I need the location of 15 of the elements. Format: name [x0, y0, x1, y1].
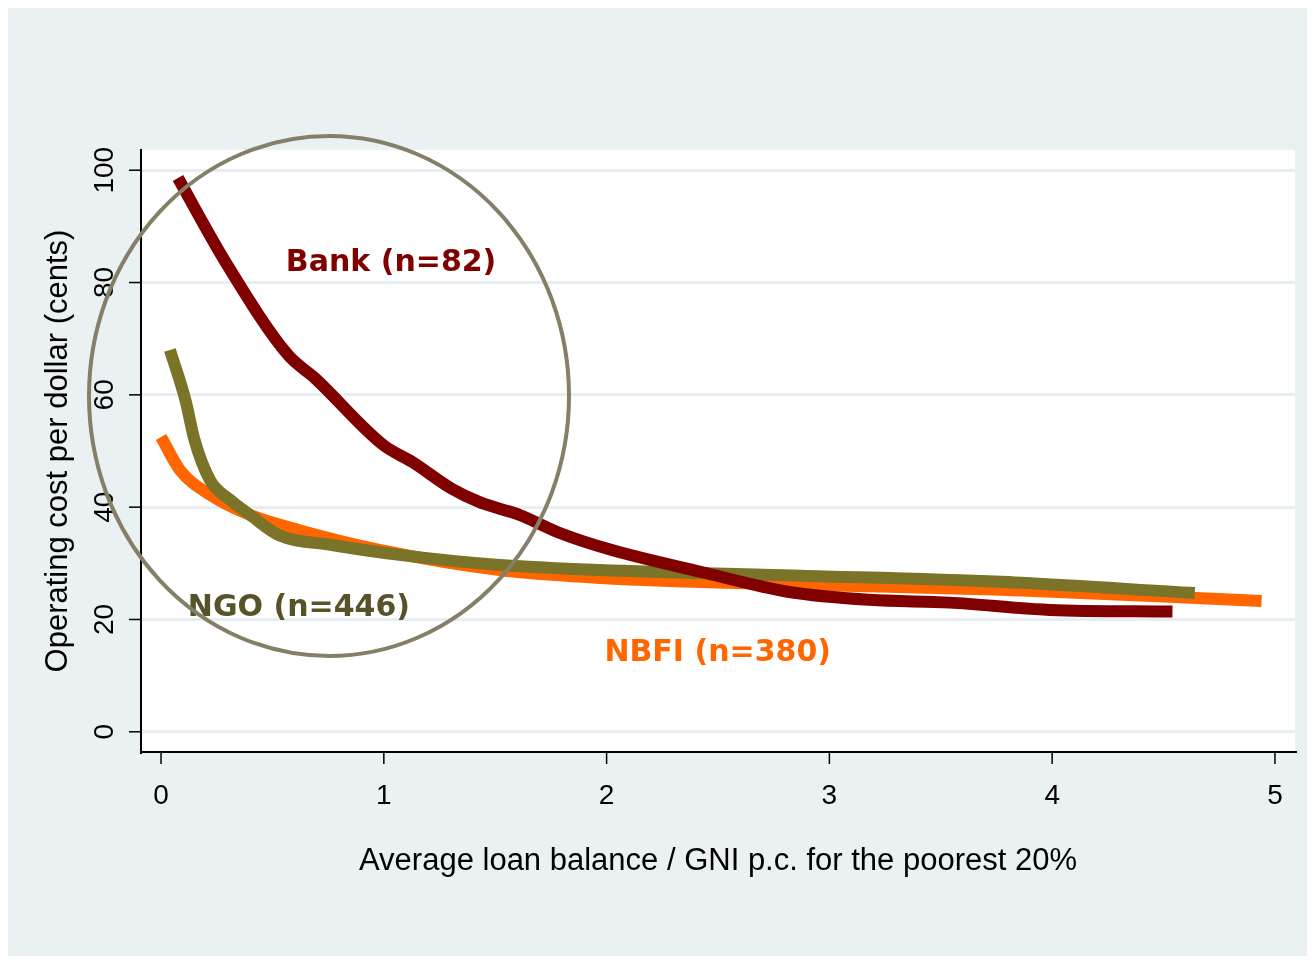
y-tick-label: 20	[87, 603, 119, 636]
x-tick-label: 2	[598, 778, 615, 810]
y-axis-title: Operating cost per dollar (cents)	[39, 229, 75, 673]
series-label: NBFI (n=380)	[604, 632, 832, 668]
x-tick-label: 5	[1267, 778, 1283, 810]
series-label: Bank (n=82)	[285, 242, 497, 278]
y-tick-label: 100	[87, 146, 119, 194]
y-tick-label: 0	[87, 723, 119, 740]
x-tick-label: 1	[376, 778, 392, 810]
x-tick-label: 4	[1044, 778, 1060, 810]
series-label: NGO (n=446)	[187, 588, 410, 624]
x-tick-label: 0	[153, 778, 169, 810]
x-axis-title: Average loan balance / GNI p.c. for the poorest 20%	[358, 841, 1078, 877]
x-tick-label: 3	[821, 778, 838, 810]
y-tick-label: 60	[87, 379, 119, 411]
